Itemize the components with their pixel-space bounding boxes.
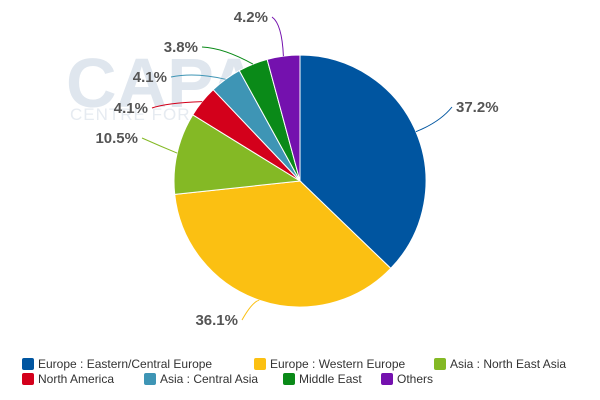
- pie-data-label: 36.1%: [195, 312, 238, 329]
- legend-label: Asia : North East Asia: [450, 357, 566, 371]
- legend-label: Others: [397, 372, 433, 386]
- pie-data-label: 4.1%: [114, 100, 148, 117]
- pie-data-label: 4.1%: [133, 69, 167, 86]
- pie-data-label: 10.5%: [95, 130, 138, 147]
- legend-item-others[interactable]: Others: [381, 372, 433, 386]
- legend-swatch: [434, 358, 446, 370]
- pie-label-connector: [141, 137, 178, 154]
- legend-item-europe-western-europe[interactable]: Europe : Western Europe: [254, 357, 406, 371]
- pie-label-connector: [415, 106, 453, 133]
- legend-label: Middle East: [299, 372, 362, 386]
- legend-item-europe-eastern-central-europe[interactable]: Europe : Eastern/Central Europe: [22, 357, 212, 371]
- pie-labels: 37.2% 36.1% 10.5% 4.1% 4.1% 3.8% 4.2%: [95, 9, 498, 329]
- legend-item-north-america[interactable]: North America: [22, 372, 114, 386]
- legend-label: Europe : Eastern/Central Europe: [38, 357, 212, 371]
- pie-label-connector: [151, 101, 203, 109]
- pie-label-connector: [241, 299, 260, 321]
- watermark-logo-subtext: CENTRE FOR: [70, 105, 191, 124]
- pie-label-connector: [170, 74, 226, 80]
- pie-slices: [173, 54, 427, 308]
- pie-slice-asia-north-east-asia[interactable]: [173, 114, 302, 195]
- legend-item-asia-central-asia[interactable]: Asia : Central Asia: [144, 372, 258, 386]
- pie-data-label: 4.2%: [234, 9, 268, 26]
- legend-swatch: [22, 373, 34, 385]
- legend-label: Asia : Central Asia: [160, 372, 258, 386]
- pie-slice-europe-western-europe[interactable]: [174, 180, 392, 308]
- legend-swatch: [381, 373, 393, 385]
- legend-label: Europe : Western Europe: [270, 357, 406, 371]
- legend: Europe : Eastern/Central Europe Europe : …: [22, 357, 566, 386]
- legend-label: North America: [38, 372, 114, 386]
- legend-swatch: [144, 373, 156, 385]
- legend-swatch: [283, 373, 295, 385]
- pie-data-label: 37.2%: [456, 99, 499, 116]
- legend-swatch: [22, 358, 34, 370]
- pie-label-connector: [271, 16, 284, 57]
- pie-data-label: 3.8%: [164, 39, 198, 56]
- legend-item-asia-north-east-asia[interactable]: Asia : North East Asia: [434, 357, 566, 371]
- pie-label-connector: [201, 46, 254, 65]
- legend-item-middle-east[interactable]: Middle East: [283, 372, 362, 386]
- legend-swatch: [254, 358, 266, 370]
